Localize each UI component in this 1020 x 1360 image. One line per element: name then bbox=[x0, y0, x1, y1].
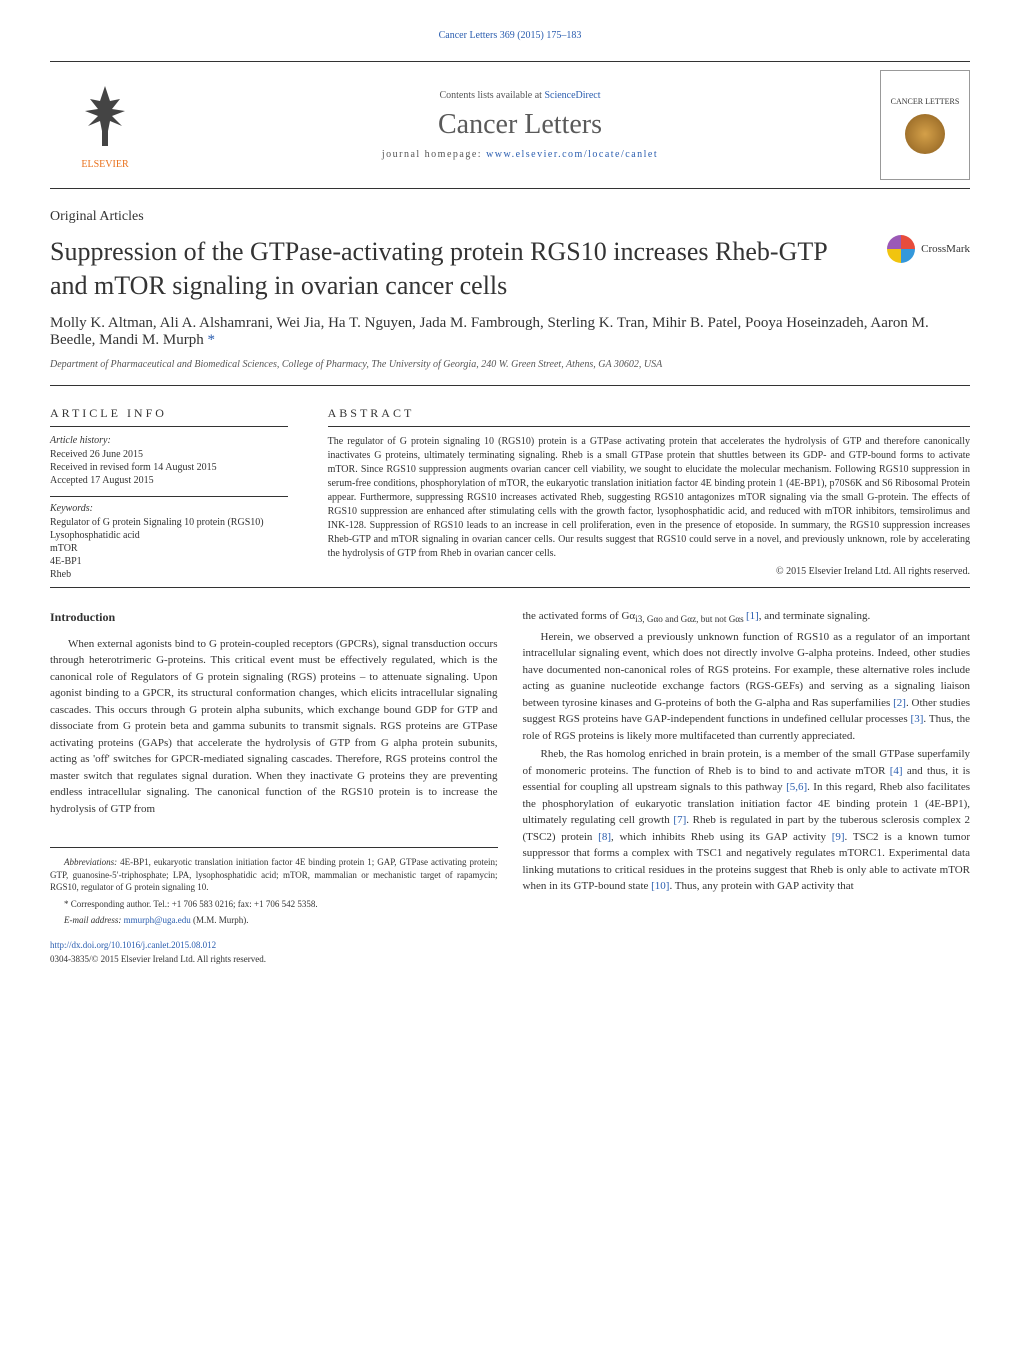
keyword: Regulator of G protein Signaling 10 prot… bbox=[50, 517, 288, 528]
keyword: mTOR bbox=[50, 543, 288, 554]
homepage-link[interactable]: www.elsevier.com/locate/canlet bbox=[486, 149, 658, 160]
keywords-label: Keywords: bbox=[50, 503, 288, 514]
intro-heading: Introduction bbox=[50, 608, 498, 626]
keyword: Lysophosphatidic acid bbox=[50, 530, 288, 541]
abstract-section: ABSTRACT The regulator of G protein sign… bbox=[308, 406, 970, 587]
journal-header: ELSEVIER Contents lists available at Sci… bbox=[50, 61, 970, 189]
article-type: Original Articles bbox=[50, 209, 970, 225]
right-column: the activated forms of Gαi3, Gαo and Gαz… bbox=[523, 608, 971, 966]
doi-block: http://dx.doi.org/10.1016/j.canlet.2015.… bbox=[50, 939, 498, 966]
elsevier-tree-icon bbox=[70, 81, 140, 151]
body-paragraph: Herein, we observed a previously unknown… bbox=[523, 629, 971, 745]
body-paragraph: Rheb, the Ras homolog enriched in brain … bbox=[523, 746, 971, 895]
affiliation: Department of Pharmaceutical and Biomedi… bbox=[50, 359, 970, 386]
journal-cover-icon: CANCER LETTERS bbox=[880, 70, 970, 180]
abstract-heading: ABSTRACT bbox=[328, 406, 970, 427]
publisher-name: ELSEVIER bbox=[55, 159, 155, 170]
citation-ref[interactable]: [10] bbox=[651, 880, 669, 892]
citation-ref[interactable]: [4] bbox=[890, 765, 903, 777]
body-paragraph: When external agonists bind to G protein… bbox=[50, 636, 498, 818]
contents-available: Contents lists available at ScienceDirec… bbox=[160, 90, 880, 101]
authors-list: Molly K. Altman, Ali A. Alshamrani, Wei … bbox=[50, 315, 970, 349]
history-accepted: Accepted 17 August 2015 bbox=[50, 475, 288, 486]
citation-ref[interactable]: [1] bbox=[746, 610, 759, 622]
email-footnote: E-mail address: mmurph@uga.edu (M.M. Mur… bbox=[50, 914, 498, 927]
article-info-heading: ARTICLE INFO bbox=[50, 406, 288, 427]
citation-ref[interactable]: [5,6] bbox=[786, 781, 807, 793]
crossmark-badge[interactable]: CrossMark bbox=[887, 235, 970, 263]
history-label: Article history: bbox=[50, 435, 288, 446]
corresponding-mark[interactable]: * bbox=[207, 332, 215, 348]
keyword: Rheb bbox=[50, 569, 288, 580]
sciencedirect-link[interactable]: ScienceDirect bbox=[544, 90, 600, 101]
doi-link[interactable]: http://dx.doi.org/10.1016/j.canlet.2015.… bbox=[50, 940, 216, 950]
history-received: Received 26 June 2015 bbox=[50, 449, 288, 460]
citation-ref[interactable]: [8] bbox=[598, 831, 611, 843]
article-info-section: ARTICLE INFO Article history: Received 2… bbox=[50, 406, 308, 587]
keyword: 4E-BP1 bbox=[50, 556, 288, 567]
journal-homepage: journal homepage: www.elsevier.com/locat… bbox=[160, 149, 880, 160]
crossmark-icon bbox=[887, 235, 915, 263]
article-title: Suppression of the GTPase-activating pro… bbox=[50, 235, 867, 303]
copyright: © 2015 Elsevier Ireland Ltd. All rights … bbox=[328, 566, 970, 577]
body-paragraph: the activated forms of Gαi3, Gαo and Gαz… bbox=[523, 608, 971, 627]
publisher-logo: ELSEVIER bbox=[50, 76, 160, 175]
citation-ref[interactable]: [9] bbox=[832, 831, 845, 843]
body-text: Introduction When external agonists bind… bbox=[50, 608, 970, 966]
citation-ref[interactable]: [3] bbox=[911, 713, 924, 725]
header-citation[interactable]: Cancer Letters 369 (2015) 175–183 bbox=[50, 30, 970, 41]
corresponding-footnote: * Corresponding author. Tel.: +1 706 583… bbox=[50, 898, 498, 911]
citation-ref[interactable]: [7] bbox=[673, 814, 686, 826]
left-column: Introduction When external agonists bind… bbox=[50, 608, 498, 966]
issn-line: 0304-3835/© 2015 Elsevier Ireland Ltd. A… bbox=[50, 954, 266, 964]
history-revised: Received in revised form 14 August 2015 bbox=[50, 462, 288, 473]
journal-name: Cancer Letters bbox=[160, 109, 880, 141]
abstract-text: The regulator of G protein signaling 10 … bbox=[328, 435, 970, 561]
abbreviations-footnote: Abbreviations: 4E-BP1, eukaryotic transl… bbox=[50, 856, 498, 894]
citation-ref[interactable]: [2] bbox=[893, 697, 906, 709]
corresponding-email[interactable]: mmurph@uga.edu bbox=[124, 915, 191, 925]
footnotes: Abbreviations: 4E-BP1, eukaryotic transl… bbox=[50, 847, 498, 927]
